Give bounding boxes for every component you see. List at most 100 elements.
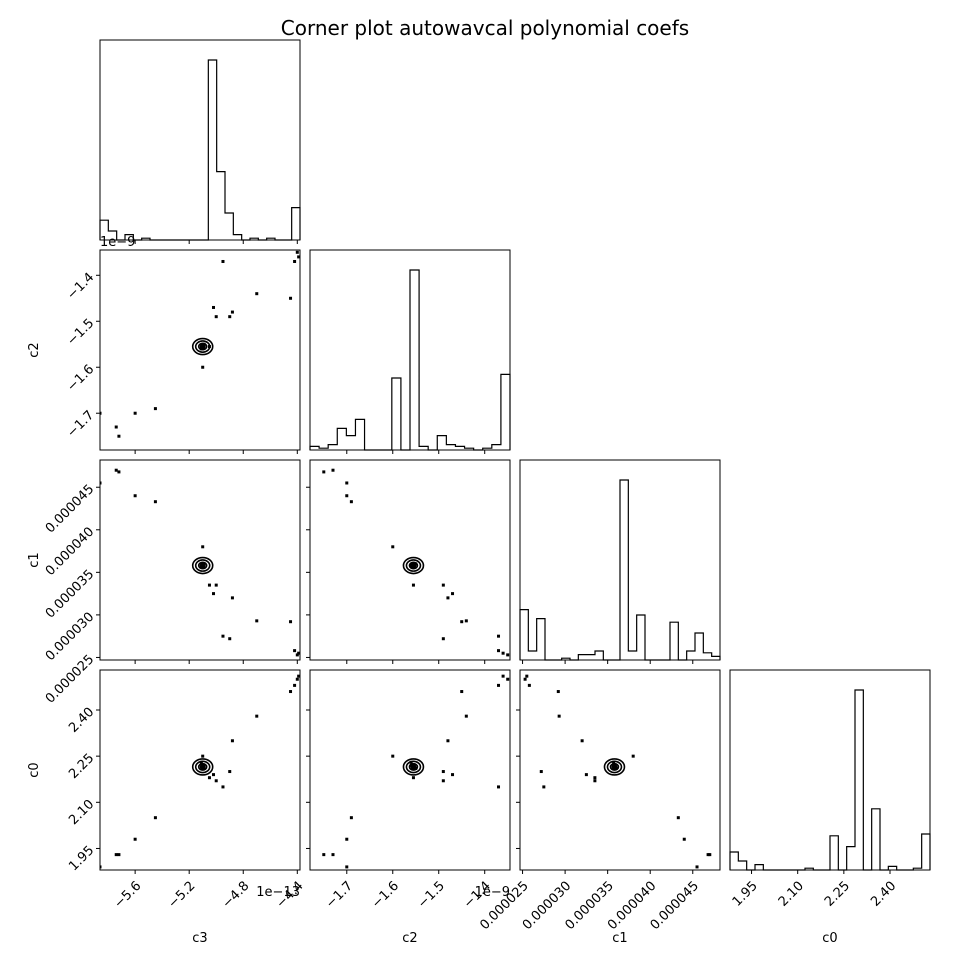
density-peak (611, 763, 618, 770)
sample-point (289, 620, 293, 624)
sample-point (114, 425, 118, 429)
sample-point (153, 816, 157, 820)
sample-point (451, 773, 455, 777)
sample-point (708, 853, 712, 857)
density-contour (191, 758, 214, 776)
sample-point (464, 619, 468, 623)
sample-point (593, 776, 597, 780)
x-tick-label: −1.5 (415, 879, 448, 912)
sample-point (506, 653, 510, 657)
sample-point (612, 760, 616, 764)
x-tick-label: −1.7 (323, 879, 356, 912)
sample-point (345, 837, 349, 841)
histogram-c2 (309, 269, 511, 451)
sample-point (682, 837, 686, 841)
sample-point (295, 250, 299, 254)
x-tick-label: −5.6 (111, 879, 144, 912)
sample-point (391, 545, 395, 549)
panel-c0-vs-c3: −5.6 −5.2 −4.8 −4.41.952.102.252.40 (66, 669, 307, 912)
sample-point (411, 583, 415, 587)
y-axis-label-c1: c1 (27, 552, 42, 567)
sample-point (114, 853, 118, 857)
sample-point (460, 690, 464, 694)
axes-frame (729, 669, 931, 871)
y-axis-label-c0: c0 (27, 762, 42, 777)
sample-point (114, 468, 118, 472)
axes-frame (99, 249, 301, 451)
sample-point (221, 634, 225, 638)
x-tick-label: −5.2 (166, 879, 199, 912)
x-tick-label: 2.25 (822, 879, 853, 910)
samples-c2-c0 (322, 674, 510, 869)
density-contour (408, 561, 419, 570)
sample-point (556, 690, 560, 694)
sample-point (446, 739, 450, 743)
sample-point (117, 470, 121, 474)
sample-point (221, 785, 225, 789)
axes-frame (309, 249, 511, 451)
sample-point (451, 592, 455, 596)
histogram-c3 (99, 59, 301, 241)
sample-point (706, 853, 710, 857)
sample-point (460, 620, 464, 624)
density-peak (199, 763, 206, 770)
panel-c1-vs-c2 (306, 459, 511, 664)
panel-c2-vs-c2 (309, 249, 511, 454)
sample-point (497, 785, 501, 789)
sample-point (441, 770, 445, 774)
axes-frame (99, 459, 301, 661)
sample-point (441, 583, 445, 587)
density-contour (609, 762, 620, 771)
samples-c1-c0 (523, 674, 712, 869)
sample-point (207, 583, 211, 587)
sample-point (289, 296, 293, 300)
axes-frame (309, 459, 511, 661)
x-tick-label: 2.40 (868, 879, 899, 910)
sample-point (214, 779, 218, 783)
sample-point (255, 619, 259, 623)
density-contour (405, 559, 422, 572)
sample-point (212, 592, 216, 596)
y-tick-label: −1.5 (64, 316, 97, 349)
sample-point (289, 690, 293, 694)
sample-point (100, 865, 102, 869)
y-axis-label-c2: c2 (27, 342, 42, 357)
sample-point (214, 583, 218, 587)
panel-c0-vs-c0: 1.95 2.10 2.25 2.40 (729, 669, 931, 910)
sample-point (557, 714, 561, 718)
sample-point (295, 677, 299, 681)
sample-point (391, 754, 395, 758)
sample-point (497, 683, 501, 687)
sample-point (497, 649, 501, 653)
sample-point (497, 634, 501, 638)
axes-frame (99, 669, 301, 871)
sample-point (117, 434, 121, 438)
sample-point (201, 365, 205, 369)
sample-point (441, 779, 445, 783)
sample-point (501, 651, 505, 655)
sample-point (255, 714, 259, 718)
y-tick-label: 2.40 (66, 705, 97, 736)
y-tick-label: 2.10 (66, 797, 97, 828)
sample-point (212, 773, 216, 777)
density-contour (603, 758, 626, 776)
density-contour (197, 342, 208, 351)
sample-point (441, 637, 445, 641)
axes-frame (99, 39, 301, 241)
sample-point (297, 255, 300, 259)
x-axis-label-c0: c0 (822, 931, 837, 946)
sample-point (297, 651, 300, 655)
sample-point (153, 500, 157, 504)
density-contour (405, 760, 422, 774)
sample-point (525, 674, 529, 678)
sample-point (464, 714, 468, 718)
sample-point (228, 637, 232, 641)
figure-title: Corner plot autowavcal polynomial coefs (281, 16, 689, 40)
sample-point (584, 773, 588, 777)
panel-c1-vs-c1 (519, 459, 721, 664)
corner-panels: −1.7 −1.6 −1.5 −1.4 0.0000250.0000300.000035… (27, 39, 931, 946)
x-tick-label: −4.8 (220, 879, 253, 912)
samples-c3-c0 (100, 674, 300, 869)
